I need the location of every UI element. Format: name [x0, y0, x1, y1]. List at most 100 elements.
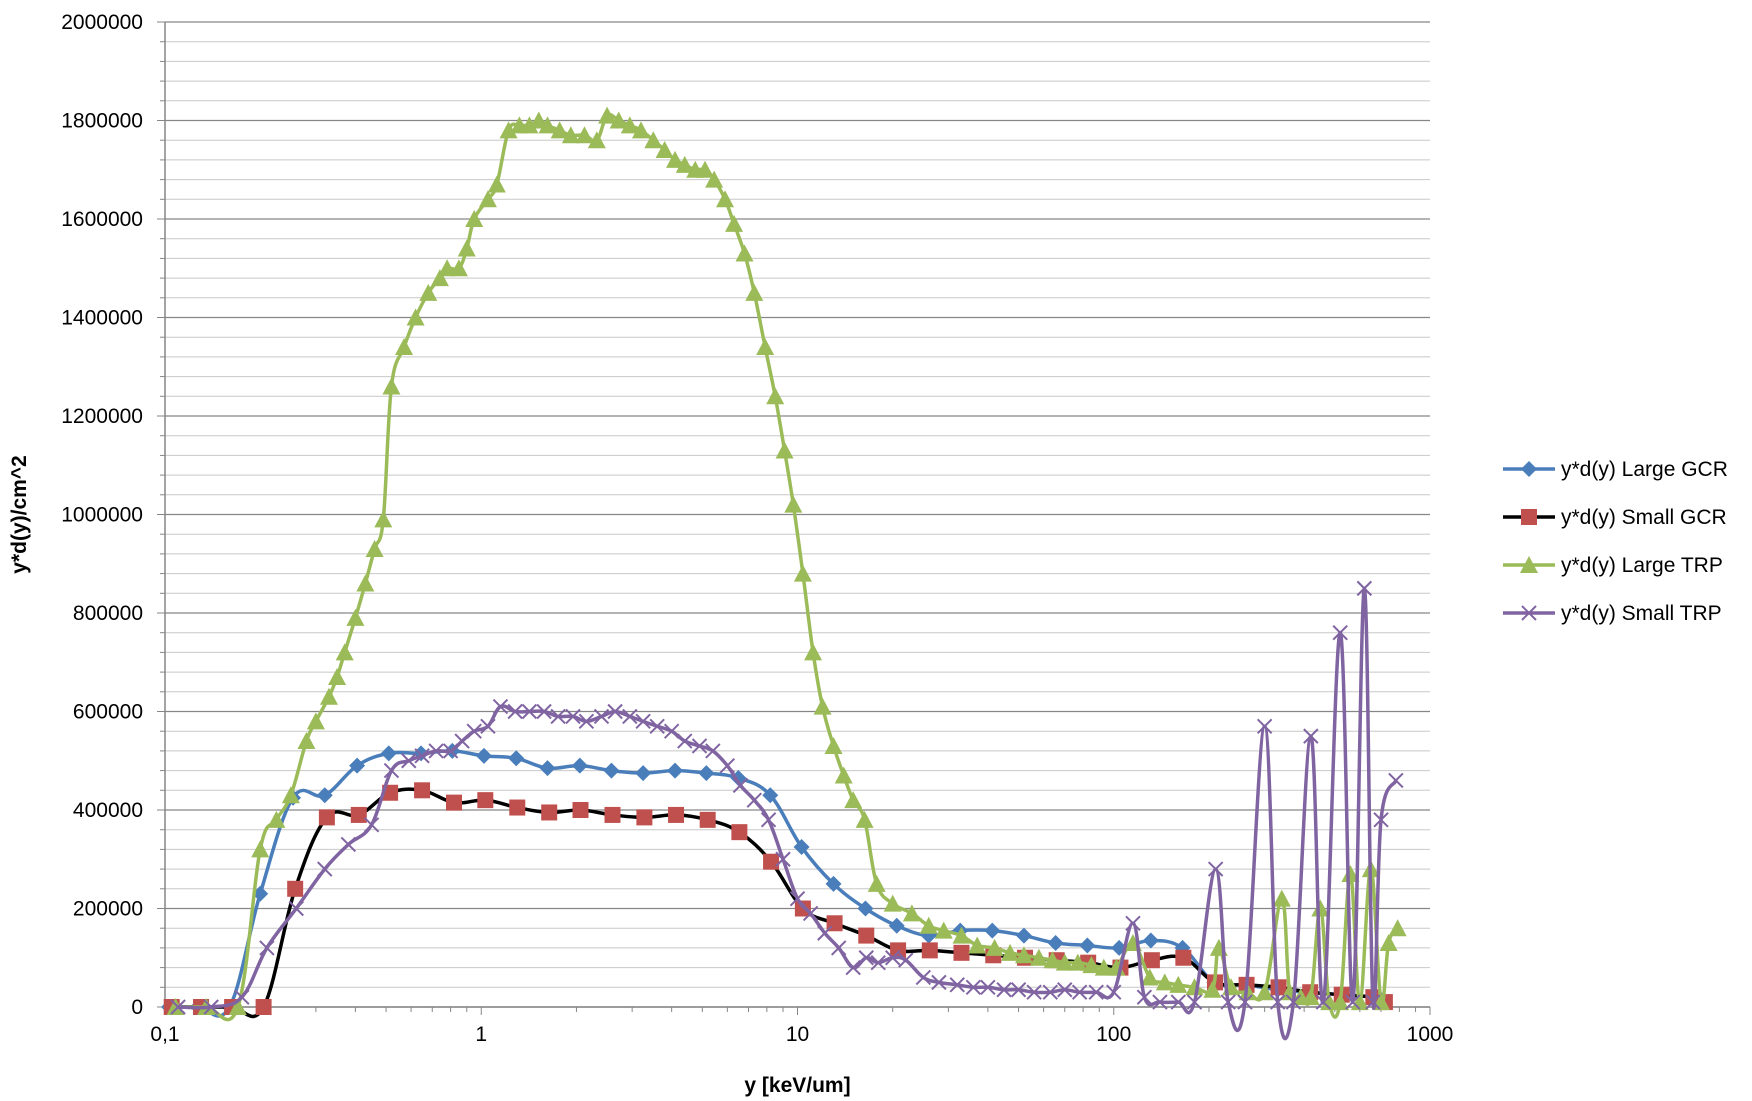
data-point: [1001, 943, 1020, 961]
x-marker-stroke: [1365, 994, 1381, 1010]
x-marker-stroke: [259, 940, 275, 956]
data-point: [395, 338, 414, 356]
series-y-d-y-large-trp: [166, 106, 1407, 1022]
data-point: [414, 782, 431, 799]
data-point: [655, 141, 674, 159]
data-point: [898, 952, 914, 968]
x-tick-label: 1000: [1407, 1023, 1454, 1046]
data-point: [572, 802, 589, 818]
x-marker-stroke: [1088, 984, 1104, 1000]
data-point: [465, 210, 484, 227]
data-point: [1055, 953, 1074, 971]
data-point: [550, 708, 566, 725]
data-point: [346, 608, 365, 626]
gridlines: [165, 21, 1430, 1008]
data-point: [166, 998, 185, 1015]
x-marker-stroke: [949, 977, 965, 993]
data-point: [793, 838, 810, 855]
data-point: [550, 121, 569, 139]
data-point: [635, 713, 651, 730]
data-point: [318, 809, 335, 826]
data-point: [817, 925, 833, 941]
x-marker-stroke: [203, 999, 219, 1015]
data-point: [731, 824, 748, 841]
data-point: [350, 806, 367, 823]
data-point: [454, 733, 470, 749]
data-point: [1237, 994, 1253, 1010]
data-point: [716, 190, 735, 208]
data-point: [1270, 994, 1286, 1010]
x-marker-stroke: [915, 969, 932, 986]
data-point: [356, 574, 375, 592]
data-point: [1082, 956, 1101, 974]
data-point: [1175, 949, 1192, 966]
data-point: [953, 944, 970, 961]
data-point: [919, 916, 938, 934]
data-point: [949, 977, 965, 993]
x-marker-stroke: [996, 982, 1012, 998]
data-point: [1042, 984, 1058, 1000]
data-point: [297, 732, 316, 750]
data-point: [598, 106, 617, 124]
x-marker-stroke: [1356, 580, 1373, 597]
data-point: [1521, 461, 1537, 477]
data-point: [1373, 812, 1389, 828]
data-point: [521, 703, 538, 720]
data-point: [445, 794, 462, 811]
data-point: [1143, 952, 1160, 969]
data-point: [1379, 933, 1398, 951]
x-marker-stroke: [288, 900, 304, 917]
data-point: [1341, 865, 1360, 883]
data-point: [477, 792, 494, 809]
x-marker-stroke: [536, 703, 552, 720]
data-point: [858, 927, 875, 944]
legend-label: y*d(y) Large TRP: [1561, 554, 1723, 577]
data-point: [663, 723, 680, 739]
x-marker-stroke: [1220, 994, 1236, 1010]
data-point: [696, 160, 715, 178]
legend-label: y*d(y) Large GCR: [1561, 458, 1728, 481]
x-tick-label: 0,1: [150, 1023, 179, 1046]
data-point: [414, 748, 430, 764]
data-point: [1207, 861, 1224, 877]
data-point: [719, 757, 736, 774]
axes: 0 200000 400000 600000 800000 1000000 1200000 1…: [61, 11, 1453, 1046]
x-marker-stroke: [607, 703, 623, 720]
data-point: [457, 239, 476, 257]
x-marker-stroke: [363, 817, 380, 833]
data-point: [813, 697, 832, 715]
data-point: [603, 762, 620, 779]
data-point: [267, 810, 286, 828]
x-marker-stroke: [466, 723, 482, 739]
data-point: [1520, 556, 1538, 573]
x-marker-stroke: [593, 708, 610, 725]
data-point: [668, 806, 685, 823]
x-marker-stroke: [578, 713, 595, 730]
data-point: [855, 810, 874, 828]
data-point: [793, 564, 812, 582]
x-marker-stroke: [1057, 982, 1073, 998]
data-point: [561, 126, 580, 144]
data-point: [538, 116, 557, 134]
data-point: [965, 979, 982, 996]
x-marker-stroke: [1152, 994, 1168, 1010]
x-marker-stroke: [1106, 984, 1122, 1000]
x-marker-stroke: [1285, 994, 1302, 1010]
data-point: [632, 121, 651, 139]
data-point: [335, 643, 354, 661]
x-marker-stroke: [858, 950, 874, 966]
data-point: [968, 936, 987, 954]
data-point: [578, 713, 595, 730]
data-point: [281, 786, 300, 804]
data-point: [802, 905, 819, 922]
data-point: [306, 712, 325, 730]
data-point: [251, 840, 270, 858]
data-point: [745, 283, 764, 301]
data-point: [363, 817, 380, 833]
y-tick-label: 1600000: [61, 208, 143, 231]
legend-item: y*d(y) Small TRP: [1503, 602, 1722, 625]
data-point: [170, 999, 186, 1015]
data-point: [1029, 948, 1048, 966]
legend-label: y*d(y) Small TRP: [1561, 602, 1722, 625]
